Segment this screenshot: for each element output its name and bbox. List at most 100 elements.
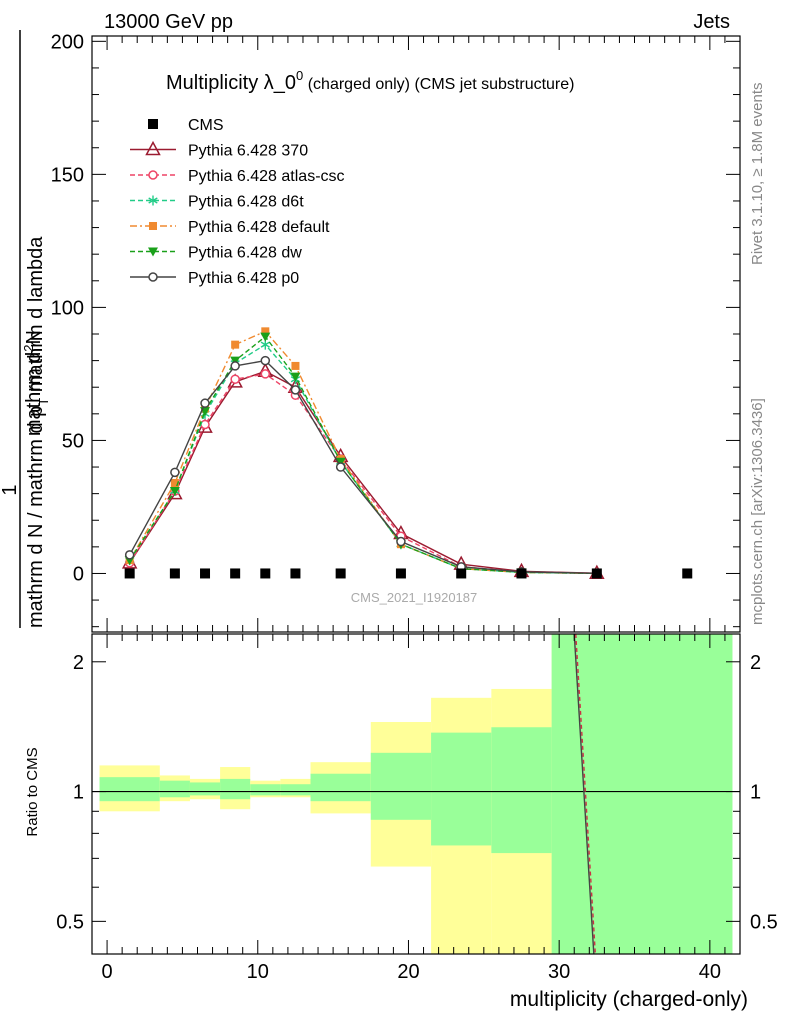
xtick-label: 30 [548,961,570,983]
legend-label: Pythia 6.428 370 [188,143,308,160]
data-point [230,361,240,371]
data-point [200,419,210,430]
cms-point [335,568,346,579]
cms-point [260,568,271,579]
legend-item: Pythia 6.428 370 [130,140,308,160]
data-point [200,398,210,408]
ratio-ytick-label-right: 1 [750,782,761,804]
data-point [148,170,158,180]
ratio-ytick-label-right: 2 [750,652,761,674]
series-line [129,335,597,575]
data-point [145,140,161,156]
legend-label: Pythia 6.428 default [188,219,330,236]
ratio-series-line [573,633,595,955]
legend-label: Pythia 6.428 d6t [188,194,304,211]
cms-point [124,568,135,579]
data-point [169,486,180,496]
main-ytick-label: 50 [62,430,84,452]
data-point [124,550,135,560]
cms-point [591,568,602,579]
data-point [290,372,301,382]
data-point [261,327,270,336]
legend-item: Pythia 6.428 default [130,219,330,236]
ratio-band-inner [370,752,432,820]
ratio-ytick-label: 0.5 [56,911,84,933]
series-line [129,373,597,575]
ratio-band-inner [159,780,190,798]
xtick-label: 0 [102,961,113,983]
xtick-label: 40 [699,961,721,983]
legend-item: Pythia 6.428 d6t [130,194,304,211]
legend-item: Pythia 6.428 atlas-csc [130,168,345,185]
data-point [335,457,346,467]
series-line [129,330,597,575]
series-4 [124,332,602,579]
data-point [170,479,179,487]
cms-point [200,568,211,579]
ratio-band-inner [250,784,281,796]
legend-marker [148,119,158,129]
series-line [129,343,597,575]
xtick-label: 10 [247,961,269,983]
data-point [149,222,157,230]
data-point [396,536,406,547]
ratio-band-inner [189,782,221,796]
series-0 [121,362,605,579]
data-point [291,361,300,370]
main-ylabel: 1 mathrm d2N mathrm d N / mathrm d pT ma… [0,30,51,628]
data-point [290,385,301,395]
site-label: mcplots.cern.ch [arXiv:1306.3436] [749,398,766,625]
ratio-ytick-label: 1 [73,782,84,804]
data-point [170,467,180,478]
data-point [148,272,158,282]
cms-point [230,568,241,579]
ratio-series-line [575,633,597,955]
ratio-band-inner [431,732,492,846]
main-series-layer [121,327,605,579]
legend-item: Pythia 6.428 dw [130,245,302,262]
series-5 [124,355,602,579]
category-label: Jets [693,11,730,33]
data-point [230,374,240,384]
main-ytick-label: 150 [51,164,84,186]
ratio-band-inner [280,784,311,796]
cms-point [290,568,301,579]
main-ytick-label: 100 [51,297,84,319]
data-point [335,462,346,472]
rivet-label: Rivet 3.1.10, ≥ 1.8M events [749,83,766,266]
ratio-band-inner [491,727,552,854]
series-line [129,370,597,574]
plot-title: Multiplicity λ_00 (charged only) (CMS je… [166,68,574,94]
series-3 [125,327,601,578]
series-1 [124,369,602,579]
ratio-lines [92,633,740,955]
legend-label: Pythia 6.428 dw [188,245,302,262]
cms-point [516,568,527,579]
legend: CMS Pythia 6.428 370 Pythia 6.428 atlas-cs… [130,117,345,287]
cms-point [682,568,693,579]
ratio-band-inner [220,778,251,800]
data-point [148,195,158,206]
collision-label: 13000 GeV pp [104,11,233,33]
main-yaxis: 0 50 100 150 200 [51,31,740,628]
series-line [129,359,597,575]
ratio-uncertainty-bands [99,634,733,954]
ratio-yaxis: 0.5 0.5 1 1 2 2 [56,652,778,934]
ylabel-numerator: mathrm d2N [21,330,45,436]
ratio-panel-frame [91,633,741,955]
data-point [260,355,271,366]
legend-item: Pythia 6.428 p0 [130,270,299,287]
analysis-watermark: CMS_2021_I1920187 [351,590,478,605]
ratio-ytick-label-right: 0.5 [750,911,778,933]
series-2 [125,339,602,579]
ratio-band-inner [99,777,160,802]
data-point [260,332,271,342]
cms-point [456,568,467,579]
legend-item: CMS [148,117,224,134]
legend-label: Pythia 6.428 atlas-csc [188,168,345,185]
ratio-band-inner [310,773,371,802]
main-xaxis-ticks [91,36,741,632]
ratio-xaxis: 0 10 20 30 40 [91,634,741,983]
legend-label: Pythia 6.428 p0 [188,270,299,287]
